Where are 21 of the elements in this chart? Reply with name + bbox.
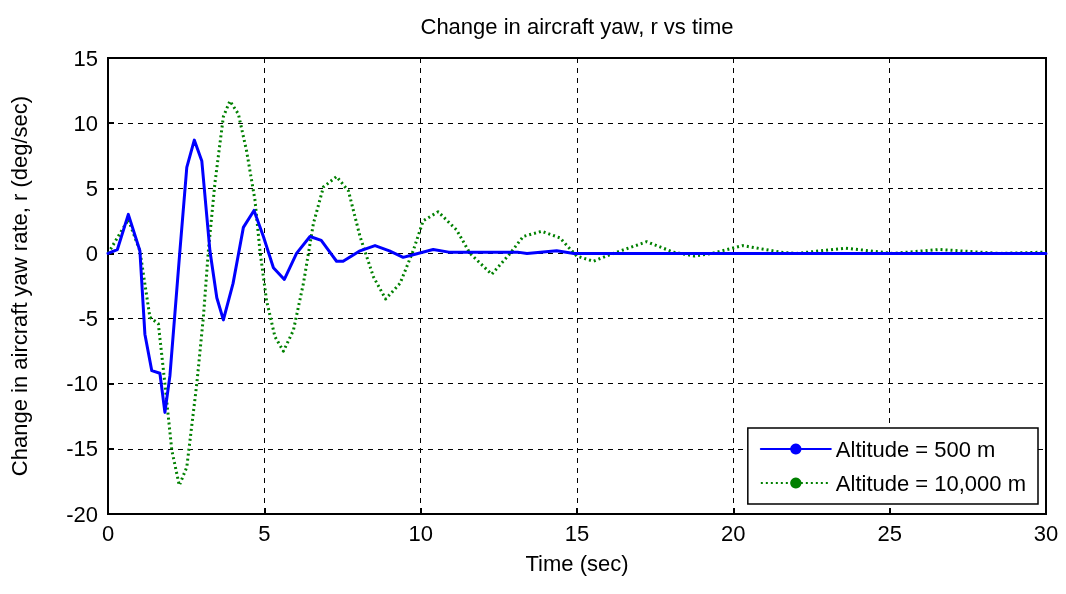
y-axis-title: Change in aircraft yaw rate, r (deg/sec): [6, 95, 32, 477]
x-axis-title: Time (sec): [525, 550, 629, 576]
y-tick-label: 5: [85, 175, 98, 201]
x-tick-label: 15: [564, 520, 590, 546]
x-tick-label: 5: [258, 520, 271, 546]
x-tick-label: 0: [101, 520, 115, 546]
y-tick-label: -20: [66, 501, 98, 527]
y-tick-label: -5: [78, 306, 98, 332]
chart-title: Change in aircraft yaw, r vs time: [420, 13, 734, 39]
x-tick-label: 20: [721, 520, 746, 546]
legend-label: Altitude = 500 m: [835, 436, 996, 462]
x-tick-label: 25: [877, 520, 902, 546]
line-series: [106, 138, 1048, 414]
y-tick-label: 0: [85, 240, 98, 266]
y-tick-label: 15: [73, 45, 98, 71]
y-tick-label: -15: [66, 436, 98, 462]
x-tick-label: 30: [1033, 520, 1059, 546]
y-tick-label: 10: [73, 110, 98, 136]
y-tick-label: -10: [66, 371, 98, 397]
legend-label: Altitude = 10,000 m: [835, 470, 1027, 496]
x-tick-label: 10: [408, 520, 433, 546]
